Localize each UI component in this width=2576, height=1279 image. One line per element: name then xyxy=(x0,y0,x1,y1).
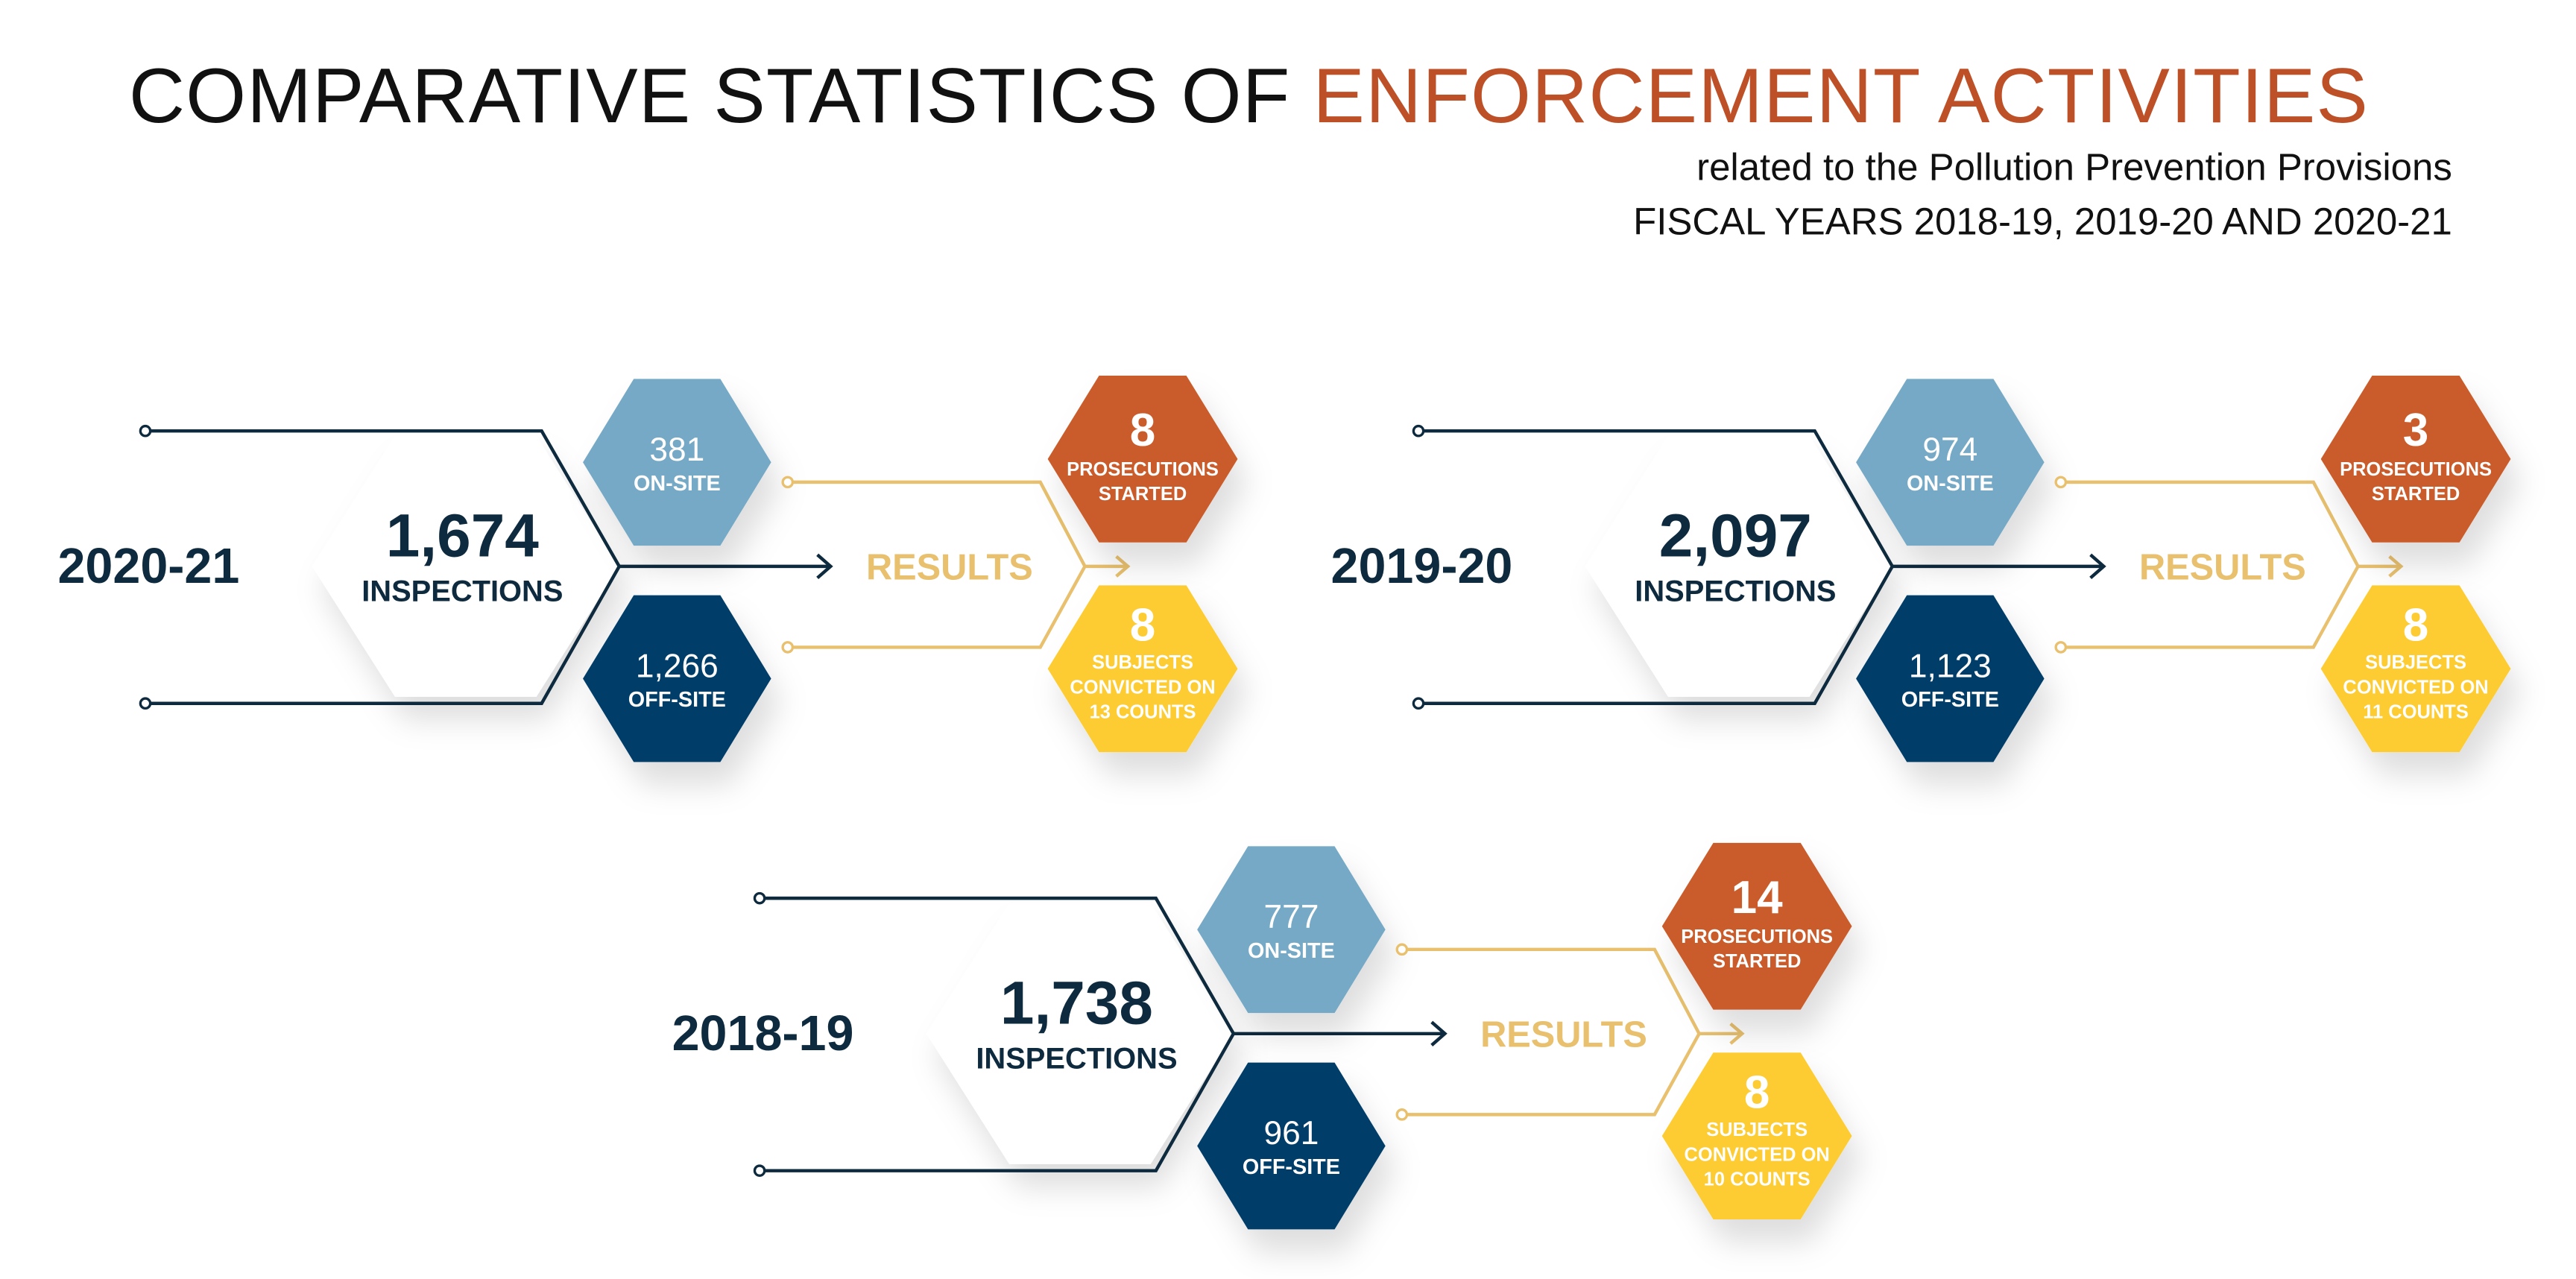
title-part-2: ENFORCEMENT ACTIVITIES xyxy=(1313,53,2369,139)
prosecutions-label-1: PROSECUTIONS xyxy=(2340,459,2492,480)
connector-dot-top xyxy=(1395,943,1409,956)
inspections-label: INSPECTIONS xyxy=(362,575,563,607)
connector-dot-bottom xyxy=(1395,1108,1409,1121)
off-site-count: 961 xyxy=(1263,1115,1319,1152)
prosecutions-count: 3 xyxy=(2403,405,2429,456)
on-site-hexagon xyxy=(1856,379,2045,546)
off-site-count: 1,266 xyxy=(636,648,719,684)
off-site-hexagon xyxy=(1856,595,2045,762)
inspections-count: 1,738 xyxy=(1000,970,1153,1038)
subtitle-line-1: related to the Pollution Prevention Prov… xyxy=(1696,145,2452,188)
prosecutions-hexagon xyxy=(1047,375,1238,543)
on-site-label: ON-SITE xyxy=(634,472,721,496)
year-label: 2019-20 xyxy=(1330,539,1512,594)
page-title: COMPARATIVE STATISTICS OF ENFORCEMENT AC… xyxy=(129,53,2369,139)
convicted-label-2: CONVICTED ON xyxy=(1685,1144,1830,1165)
off-site-label: OFF-SITE xyxy=(1243,1155,1340,1179)
inspections-hexagon xyxy=(926,903,1234,1164)
convicted-count: 8 xyxy=(1130,600,1156,651)
convicted-label-3: 13 COUNTS xyxy=(1090,702,1196,723)
results-arrow-head-icon xyxy=(1115,555,1131,578)
connector-dot-bottom xyxy=(2054,641,2068,654)
inspections-label: INSPECTIONS xyxy=(1635,575,1836,607)
off-site-label: OFF-SITE xyxy=(1901,688,1999,712)
bracket-dot-top xyxy=(1412,424,1425,438)
prosecutions-label-2: STARTED xyxy=(1099,484,1187,505)
results-label: RESULTS xyxy=(1480,1015,1647,1055)
prosecutions-label-1: PROSECUTIONS xyxy=(1681,926,1833,947)
prosecutions-hexagon xyxy=(1661,842,1852,1010)
convicted-hexagon xyxy=(1661,1052,1852,1220)
convicted-count: 8 xyxy=(2403,600,2429,651)
panels: 2020-21 1,674 INSPECTIONS 381 ON-SITE 1,266 OF… xyxy=(57,375,2511,1230)
convicted-label-1: SUBJECTS xyxy=(2365,652,2466,673)
arrow-head-icon xyxy=(816,553,833,580)
on-site-count: 974 xyxy=(1922,432,1977,468)
off-site-hexagon xyxy=(583,595,771,762)
results-arrow-head-icon xyxy=(1729,1022,1745,1045)
convicted-label-1: SUBJECTS xyxy=(1706,1119,1808,1140)
year-label: 2020-21 xyxy=(57,539,239,594)
convicted-label-1: SUBJECTS xyxy=(1092,652,1193,673)
prosecutions-hexagon xyxy=(2320,375,2511,543)
prosecutions-count: 8 xyxy=(1130,405,1156,456)
prosecutions-label-2: STARTED xyxy=(2372,484,2460,505)
off-site-label: OFF-SITE xyxy=(628,688,726,712)
on-site-hexagon xyxy=(583,379,771,546)
bracket-dot-bottom xyxy=(753,1164,766,1177)
connector-dot-top xyxy=(2054,476,2068,489)
on-site-count: 777 xyxy=(1263,899,1319,935)
inspections-label: INSPECTIONS xyxy=(976,1042,1177,1075)
on-site-label: ON-SITE xyxy=(1907,472,1994,496)
convicted-hexagon xyxy=(1047,585,1238,753)
connector-dot-bottom xyxy=(781,641,795,654)
prosecutions-label-1: PROSECUTIONS xyxy=(1067,459,1219,480)
panel-2020-21: 2020-21 1,674 INSPECTIONS 381 ON-SITE 1,266 OF… xyxy=(57,375,1238,762)
results-arrow-head-icon xyxy=(2388,555,2404,578)
arrow-head-icon xyxy=(1430,1020,1448,1046)
on-site-label: ON-SITE xyxy=(1248,939,1335,963)
prosecutions-count: 14 xyxy=(1731,872,1783,923)
inspections-hexagon xyxy=(312,435,619,697)
bracket-dot-bottom xyxy=(139,697,152,710)
bracket-dot-top xyxy=(753,891,766,905)
year-label: 2018-19 xyxy=(672,1006,854,1061)
inspections-count: 1,674 xyxy=(386,502,540,570)
panel-2018-19: 2018-19 1,738 INSPECTIONS 777 ON-SITE 961 OFF-… xyxy=(672,842,1852,1230)
prosecutions-label-2: STARTED xyxy=(1713,951,1801,972)
panel-2019-20: 2019-20 2,097 INSPECTIONS 974 ON-SITE 1,123 OF… xyxy=(1330,375,2511,762)
off-site-hexagon xyxy=(1197,1062,1386,1230)
off-site-count: 1,123 xyxy=(1909,648,1992,684)
title-part-1: COMPARATIVE STATISTICS OF xyxy=(129,53,1313,139)
convicted-label-2: CONVICTED ON xyxy=(1070,677,1215,698)
convicted-hexagon xyxy=(2320,585,2511,753)
subtitle-line-2: FISCAL YEARS 2018-19, 2019-20 AND 2020-2… xyxy=(1633,200,2452,243)
bracket-dot-bottom xyxy=(1412,697,1425,710)
results-label: RESULTS xyxy=(866,548,1033,588)
connector-dot-top xyxy=(781,476,795,489)
on-site-count: 381 xyxy=(649,432,704,468)
inspections-hexagon xyxy=(1585,435,1892,697)
convicted-label-3: 11 COUNTS xyxy=(2363,702,2469,723)
inspections-count: 2,097 xyxy=(1659,502,1812,570)
convicted-label-2: CONVICTED ON xyxy=(2343,677,2488,698)
convicted-count: 8 xyxy=(1744,1067,1770,1118)
results-label: RESULTS xyxy=(2139,548,2306,588)
arrow-head-icon xyxy=(2089,553,2106,580)
on-site-hexagon xyxy=(1197,846,1386,1014)
convicted-label-3: 10 COUNTS xyxy=(1704,1169,1811,1190)
bracket-dot-top xyxy=(139,424,152,438)
